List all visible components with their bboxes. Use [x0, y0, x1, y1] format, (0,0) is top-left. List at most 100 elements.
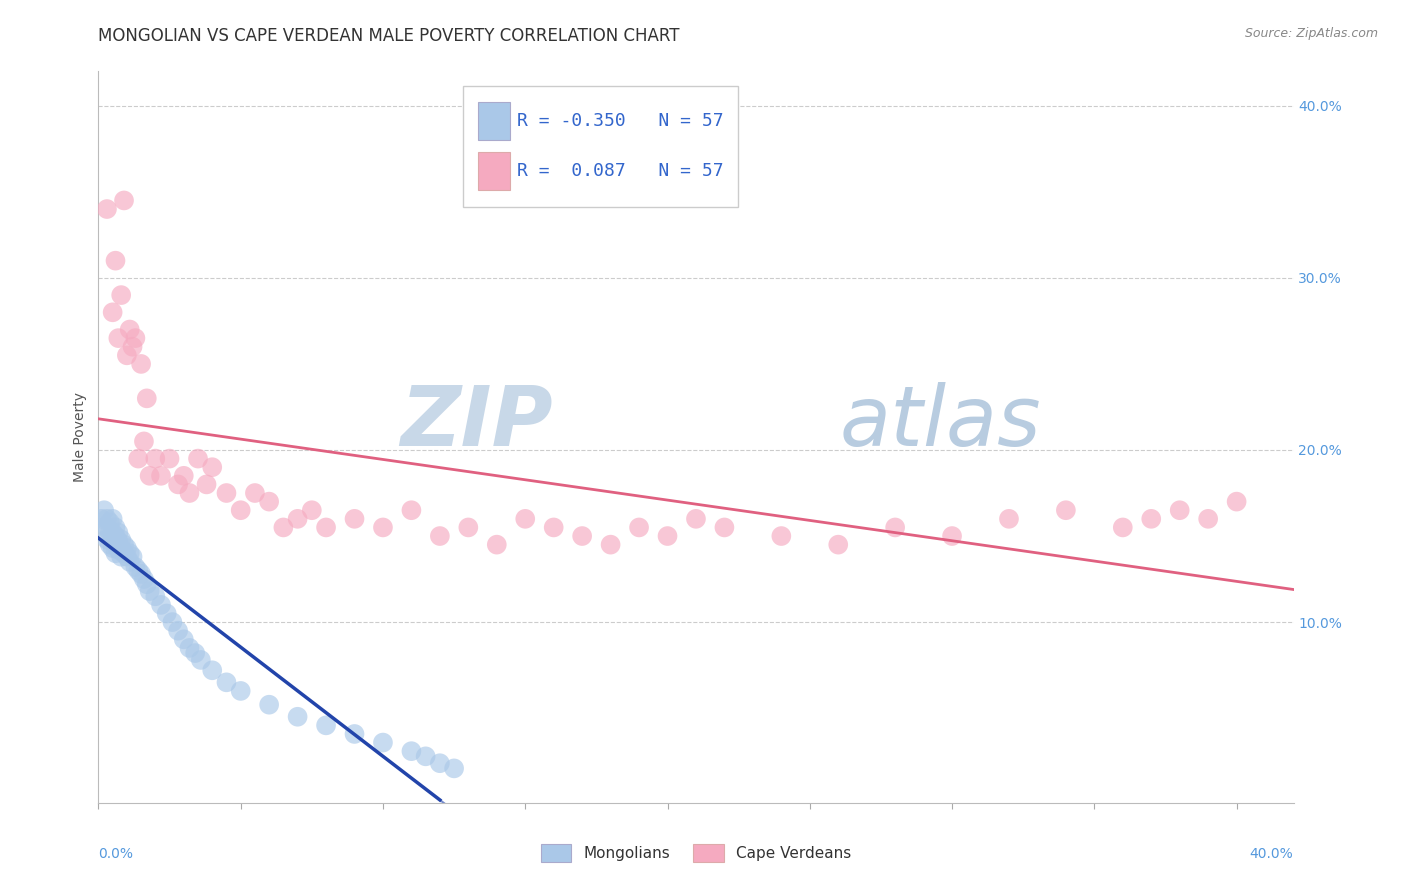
Point — [543, 520, 565, 534]
Point — [110, 549, 132, 564]
Point — [167, 477, 190, 491]
Point — [443, 761, 465, 775]
Point — [93, 520, 115, 534]
Point — [273, 520, 295, 534]
Text: R =  0.087   N = 57: R = 0.087 N = 57 — [517, 162, 723, 180]
Point — [515, 512, 537, 526]
Point — [190, 653, 212, 667]
FancyBboxPatch shape — [463, 86, 738, 207]
Point — [287, 710, 309, 724]
Point — [187, 451, 209, 466]
Point — [118, 322, 141, 336]
Point — [429, 529, 451, 543]
Point — [104, 253, 127, 268]
Point — [343, 512, 366, 526]
Point — [167, 624, 190, 638]
FancyBboxPatch shape — [478, 153, 509, 190]
Point — [115, 541, 138, 555]
FancyBboxPatch shape — [478, 103, 509, 140]
Point — [138, 468, 160, 483]
Point — [173, 468, 195, 483]
Text: 40.0%: 40.0% — [1250, 847, 1294, 861]
Point — [101, 512, 124, 526]
Point — [115, 549, 138, 564]
Point — [101, 533, 124, 547]
Point — [98, 538, 121, 552]
Point — [401, 744, 423, 758]
Point — [150, 598, 173, 612]
Point — [121, 340, 143, 354]
Point — [685, 512, 707, 526]
Point — [121, 549, 143, 564]
Point — [215, 486, 238, 500]
Legend: Mongolians, Cape Verdeans: Mongolians, Cape Verdeans — [534, 838, 858, 868]
Point — [1112, 520, 1135, 534]
Point — [112, 546, 135, 560]
Point — [150, 468, 173, 483]
Point — [129, 566, 152, 581]
Point — [101, 305, 124, 319]
Point — [571, 529, 593, 543]
Point — [96, 202, 118, 216]
Point — [941, 529, 963, 543]
Point — [93, 503, 115, 517]
Point — [998, 512, 1021, 526]
Point — [107, 331, 129, 345]
Text: Source: ZipAtlas.com: Source: ZipAtlas.com — [1244, 27, 1378, 40]
Point — [257, 698, 280, 712]
Point — [98, 525, 121, 540]
Point — [457, 520, 479, 534]
Text: ZIP: ZIP — [399, 382, 553, 463]
Point — [107, 525, 129, 540]
Point — [104, 538, 127, 552]
Point — [371, 520, 394, 534]
Point — [301, 503, 323, 517]
Point — [124, 331, 146, 345]
Text: atlas: atlas — [839, 382, 1040, 463]
Point — [884, 520, 907, 534]
Text: R = -0.350   N = 57: R = -0.350 N = 57 — [517, 112, 723, 130]
Point — [173, 632, 195, 647]
Point — [315, 718, 337, 732]
Point — [118, 555, 141, 569]
Point — [132, 572, 155, 586]
Point — [229, 503, 252, 517]
Point — [132, 434, 155, 449]
Point — [101, 541, 124, 555]
Point — [415, 749, 437, 764]
Point — [104, 529, 127, 543]
Point — [1054, 503, 1077, 517]
Point — [135, 392, 157, 406]
Point — [1197, 512, 1219, 526]
Point — [287, 512, 309, 526]
Point — [401, 503, 423, 517]
Point — [104, 520, 127, 534]
Point — [104, 546, 127, 560]
Point — [127, 564, 149, 578]
Point — [201, 460, 224, 475]
Point — [124, 560, 146, 574]
Point — [229, 684, 252, 698]
Point — [713, 520, 735, 534]
Point — [96, 512, 118, 526]
Point — [118, 546, 141, 560]
Point — [179, 486, 201, 500]
Point — [129, 357, 152, 371]
Point — [257, 494, 280, 508]
Point — [371, 735, 394, 749]
Point — [115, 348, 138, 362]
Point — [485, 538, 508, 552]
Point — [143, 451, 166, 466]
Point — [201, 663, 224, 677]
Point — [159, 451, 181, 466]
Y-axis label: Male Poverty: Male Poverty — [73, 392, 87, 482]
Point — [343, 727, 366, 741]
Point — [599, 538, 621, 552]
Point — [107, 534, 129, 549]
Point — [135, 577, 157, 591]
Point — [110, 533, 132, 547]
Point — [156, 607, 179, 621]
Point — [96, 520, 118, 534]
Point — [110, 541, 132, 555]
Point — [1168, 503, 1191, 517]
